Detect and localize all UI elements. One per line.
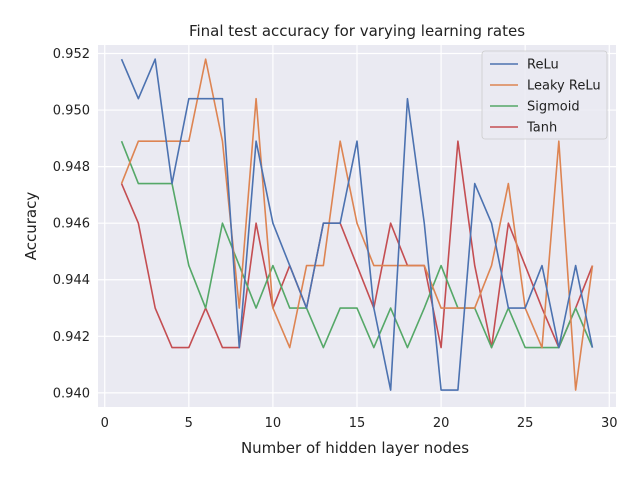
legend-box (481, 50, 608, 140)
x-tick-label: 20 (433, 416, 450, 431)
legend: ReLu Leaky ReLu Sigmoid Tanh (481, 50, 608, 140)
y-tick-label: 0.944 (53, 273, 90, 288)
x-tick-label: 0 (101, 416, 109, 431)
legend-entry-label: Tanh (526, 121, 557, 136)
x-tick-label: 25 (517, 416, 534, 431)
x-tick-label: 15 (349, 416, 366, 431)
series-line-relu (120, 58, 594, 391)
legend-entry-label: Leaky ReLu (527, 79, 601, 94)
y-axis-label: Accuracy (22, 192, 40, 261)
y-tick-label: 0.946 (53, 217, 90, 232)
legend-entry-label: Sigmoid (527, 100, 580, 115)
series-line-tanh (120, 140, 594, 349)
y-tick-label: 0.950 (53, 104, 90, 119)
x-tick-label: 5 (185, 416, 193, 431)
series-line-sigmoid (120, 140, 594, 349)
x-axis-ticks: 0 5 10 15 20 25 30 (101, 416, 618, 431)
x-tick-label: 10 (265, 416, 282, 431)
legend-entry-label: ReLu (527, 58, 559, 73)
chart-title: Final test accuracy for varying learning… (189, 22, 525, 40)
x-axis-label: Number of hidden layer nodes (241, 439, 469, 457)
y-axis-ticks: 0.940 0.942 0.944 0.946 0.948 0.950 0.952 (53, 47, 90, 401)
y-tick-label: 0.952 (53, 47, 90, 62)
y-tick-label: 0.948 (53, 160, 90, 175)
x-tick-label: 30 (601, 416, 618, 431)
y-tick-label: 0.942 (53, 330, 90, 345)
series-lines (120, 58, 594, 391)
y-tick-label: 0.940 (53, 386, 90, 401)
series-line-leaky-relu (120, 58, 594, 391)
